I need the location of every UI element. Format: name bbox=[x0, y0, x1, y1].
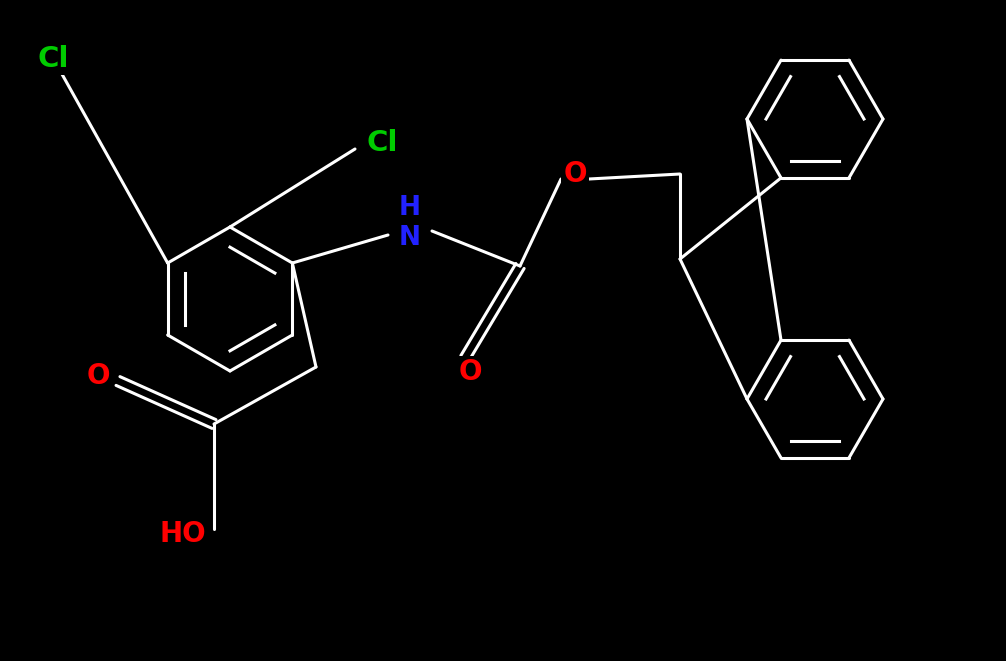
Text: O: O bbox=[87, 362, 110, 390]
Text: Cl: Cl bbox=[367, 129, 398, 157]
Text: HO: HO bbox=[159, 520, 206, 548]
Text: Cl: Cl bbox=[38, 45, 69, 73]
Text: H
N: H N bbox=[399, 195, 421, 251]
Text: O: O bbox=[563, 160, 586, 188]
Text: O: O bbox=[459, 358, 482, 386]
